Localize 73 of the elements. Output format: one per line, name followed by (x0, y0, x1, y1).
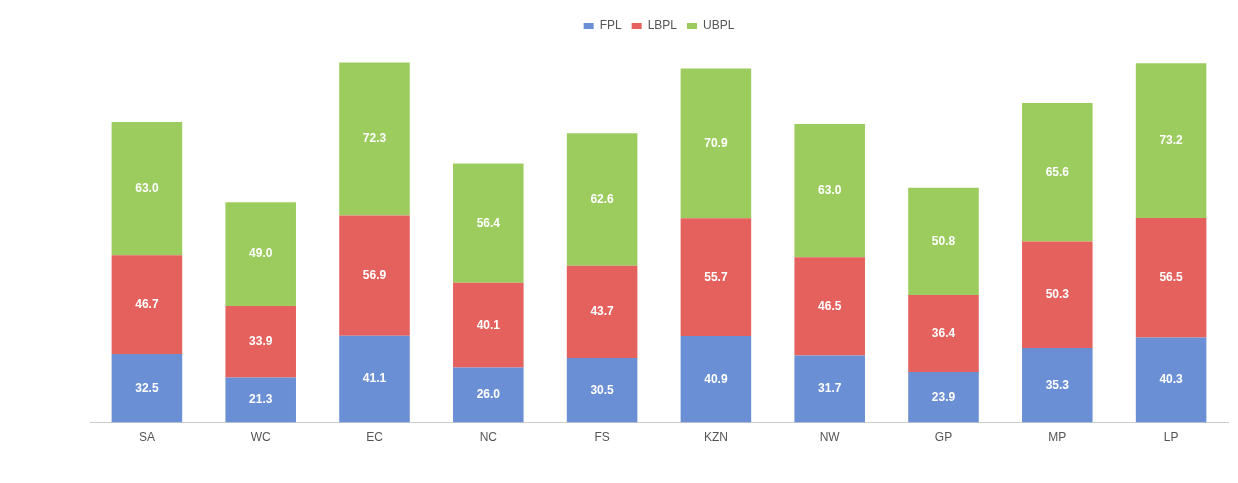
bar (794, 355, 865, 423)
bar (566, 265, 638, 359)
data-label: 23.9 (931, 389, 956, 404)
data-label: 33.9 (249, 334, 273, 349)
x-tick-label: WC (250, 430, 272, 445)
bar (111, 353, 183, 423)
bar (111, 121, 183, 256)
bar (794, 124, 865, 258)
data-label: 43.7 (590, 304, 615, 319)
data-label: 35.3 (1045, 377, 1070, 392)
data-label: 62.6 (590, 191, 615, 206)
data-label: 50.3 (1045, 287, 1070, 302)
x-tick-label: NW (819, 430, 841, 445)
data-label: 46.7 (135, 296, 159, 311)
bar (1135, 337, 1207, 423)
bar (339, 62, 410, 216)
data-label: 41.1 (362, 371, 387, 386)
legend-label: LBPL (647, 18, 678, 33)
bar (794, 257, 865, 356)
bar (1022, 241, 1093, 348)
x-tick-label: EC (366, 430, 384, 445)
x-tick-label: NC (479, 430, 498, 445)
bar (453, 163, 524, 283)
x-tick-label: MP (1048, 430, 1067, 445)
x-tick-label: FS (594, 430, 610, 445)
bar (225, 305, 296, 378)
bar (908, 187, 979, 296)
data-label: 40.3 (1159, 372, 1184, 387)
x-tick-label: SA (138, 430, 155, 445)
bar (339, 215, 410, 336)
data-label: 65.6 (1045, 164, 1070, 179)
bar (680, 336, 752, 423)
data-label: 72.3 (362, 131, 387, 146)
data-label: 49.0 (249, 246, 273, 261)
bar (453, 367, 524, 423)
bar (908, 372, 979, 423)
data-label: 55.7 (704, 269, 728, 284)
data-label: 73.2 (1159, 132, 1184, 147)
bar (453, 282, 524, 368)
bar (339, 335, 410, 423)
bar (566, 358, 638, 423)
legend-label: FPL (599, 18, 622, 33)
bar (566, 133, 638, 266)
data-label: 40.1 (476, 317, 501, 332)
data-label: 30.5 (590, 382, 615, 397)
data-label: 56.4 (476, 215, 501, 230)
data-label: 32.5 (135, 380, 159, 395)
data-label: 50.8 (931, 233, 956, 248)
bar (225, 377, 296, 423)
bar (1022, 347, 1093, 423)
data-label: 40.9 (704, 371, 728, 386)
bar (111, 255, 183, 354)
bar (680, 218, 752, 337)
bar (1022, 102, 1093, 242)
data-label: 56.9 (362, 267, 387, 282)
x-tick-label: LP (1163, 430, 1179, 445)
data-label: 26.0 (476, 387, 501, 402)
data-label: 21.3 (249, 392, 273, 407)
data-label: 56.5 (1159, 269, 1184, 284)
bar (225, 202, 296, 306)
bar (1135, 217, 1207, 338)
x-tick-label: KZN (703, 430, 728, 445)
data-label: 63.0 (135, 180, 159, 195)
data-label: 70.9 (704, 135, 728, 150)
data-label: 31.7 (818, 381, 842, 396)
bar (680, 68, 752, 219)
legend-label: UBPL (703, 18, 735, 33)
x-tick-label: GP (934, 430, 953, 445)
data-label: 46.5 (818, 298, 842, 313)
bar (908, 295, 979, 373)
data-label: 36.4 (931, 325, 956, 340)
bar (1135, 63, 1207, 218)
data-label: 63.0 (818, 182, 842, 197)
